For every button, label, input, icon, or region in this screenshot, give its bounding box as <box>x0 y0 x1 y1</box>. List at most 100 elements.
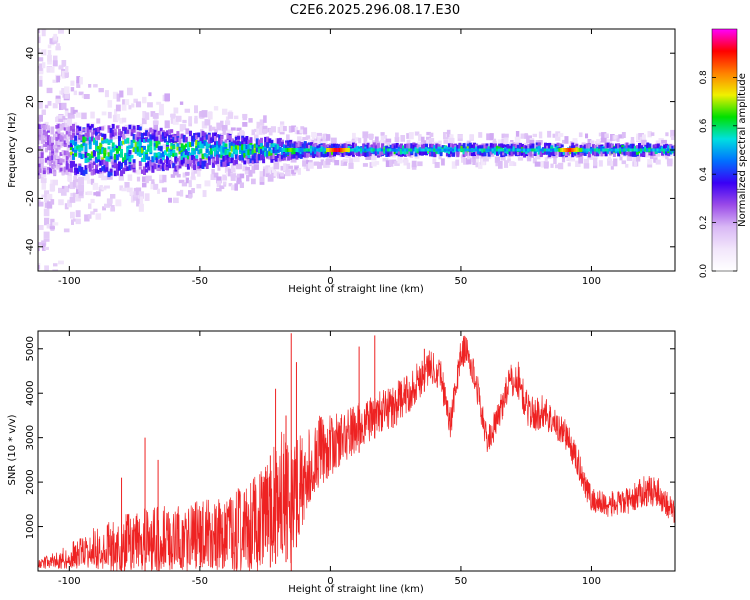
spectrogram-cell <box>399 148 404 152</box>
spectrogram-cell <box>353 156 360 163</box>
spectrogram-cell <box>74 149 78 153</box>
spectrogram-cell <box>501 133 505 139</box>
spectrogram-cell <box>124 154 128 161</box>
spectrogram-cell <box>512 148 516 152</box>
spectrogram-cell <box>507 158 511 163</box>
spectrogram-cell <box>513 162 517 167</box>
spectrogram-cell <box>313 161 320 166</box>
spectrogram-cell <box>101 133 105 138</box>
spectrogram-cell <box>508 145 512 150</box>
spectrogram-cell <box>163 133 167 137</box>
spectrogram-cell <box>153 143 157 147</box>
spectrogram-cell <box>656 150 661 157</box>
spectrogram-cell <box>317 162 322 169</box>
spectrogram-cell <box>633 148 638 152</box>
spectrogram-cell <box>143 166 146 172</box>
spectrogram-cell <box>514 148 518 152</box>
spectrogram-cell <box>105 156 109 162</box>
x-tick-label: 100 <box>582 276 601 287</box>
spectrogram-cell <box>111 161 115 166</box>
spectrogram-cell <box>86 135 90 141</box>
spectrogram-cell <box>243 160 247 165</box>
spectrogram-cell <box>189 130 192 136</box>
spectrogram-cell <box>243 145 247 151</box>
spectrogram-cell <box>277 126 281 134</box>
spectrogram-cell <box>55 125 59 129</box>
spectrogram-cell <box>439 148 443 152</box>
spectrogram-cell <box>483 148 487 152</box>
spectrogram-cell <box>606 148 610 152</box>
spectrogram-cell <box>222 155 226 161</box>
spectrogram-cell <box>463 142 468 147</box>
spectrogram-cell <box>541 148 546 152</box>
spectrogram-cell <box>285 153 288 157</box>
spectrogram-cell <box>454 145 458 149</box>
spectrogram-cell <box>214 147 217 152</box>
spectrogram-cell <box>107 152 111 157</box>
spectrogram-cell <box>65 161 69 165</box>
spectrogram-cell <box>234 141 238 145</box>
spectrogram-cell <box>147 102 153 108</box>
spectrogram-cell <box>270 126 277 133</box>
spectrogram-cell <box>239 141 243 148</box>
spectrogram-cell <box>46 166 50 171</box>
spectrogram-cell <box>228 136 232 141</box>
spectrogram-cell <box>174 135 178 141</box>
spectrogram-cell <box>555 131 561 137</box>
spectrogram-cell <box>351 148 356 152</box>
spectrogram-cell <box>73 175 78 182</box>
spectrogram-cell <box>168 159 172 164</box>
spectrogram-cell <box>267 175 274 182</box>
spectrogram-cell <box>260 148 263 155</box>
spectrogram-cell <box>529 151 533 157</box>
spectrogram-cell <box>558 162 564 170</box>
spectrogram-cell <box>185 177 189 184</box>
spectrogram-cell <box>98 170 104 178</box>
spectrogram-cell <box>62 115 66 120</box>
spectrogram-cell <box>201 163 205 170</box>
spectrogram-cell <box>41 49 47 56</box>
spectrogram-cell <box>426 131 431 136</box>
spectrogram-cell <box>403 157 408 166</box>
spectrogram-cell <box>134 142 138 148</box>
spectrogram-cell <box>109 136 113 142</box>
spectrogram-cell <box>399 143 403 149</box>
spectrogram-cell <box>151 179 155 187</box>
spectrogram-cell <box>531 143 535 148</box>
spectrogram-cell <box>225 171 230 177</box>
spectrogram-cell <box>216 176 222 184</box>
spectrogram-cell <box>656 144 660 151</box>
spectrogram-cell <box>144 112 150 120</box>
spectrogram-cell <box>549 153 555 159</box>
spectrogram-cell <box>247 158 251 164</box>
spectrogram-cell <box>533 148 537 152</box>
spectrogram-cell <box>93 84 98 88</box>
spectrogram-cell <box>273 162 280 170</box>
spectrogram-cell <box>391 148 395 152</box>
spectrogram-cell <box>107 139 111 144</box>
y-tick-label: 0 <box>25 147 36 153</box>
spectrogram-cell <box>475 144 479 149</box>
spectrogram-cell <box>176 143 180 147</box>
spectrogram-cell <box>96 163 100 167</box>
spectrogram-cell <box>606 139 613 145</box>
spectrogram-cell <box>128 145 132 149</box>
spectrogram-cell <box>237 138 240 144</box>
spectrogram-cell <box>44 143 48 148</box>
spectrogram-cell <box>397 156 403 164</box>
spectrogram-cell <box>667 150 671 157</box>
spectrogram-cell <box>136 125 140 131</box>
spectrogram-cell <box>237 173 242 178</box>
spectrogram-cell <box>153 145 157 151</box>
spectrogram-cell <box>299 149 303 155</box>
spectrogram-cell <box>351 139 357 145</box>
spectrogram-cell <box>314 153 318 157</box>
spectrogram-cell <box>105 165 109 171</box>
spectrogram-cell <box>635 149 639 155</box>
spectrogram-cell <box>596 148 600 152</box>
spectrogram-cell <box>76 168 80 174</box>
spectrogram-cell <box>151 165 155 169</box>
spectrogram-cell <box>64 72 69 78</box>
spectrogram-cell <box>380 148 385 152</box>
spectrogram-cell <box>219 133 224 137</box>
